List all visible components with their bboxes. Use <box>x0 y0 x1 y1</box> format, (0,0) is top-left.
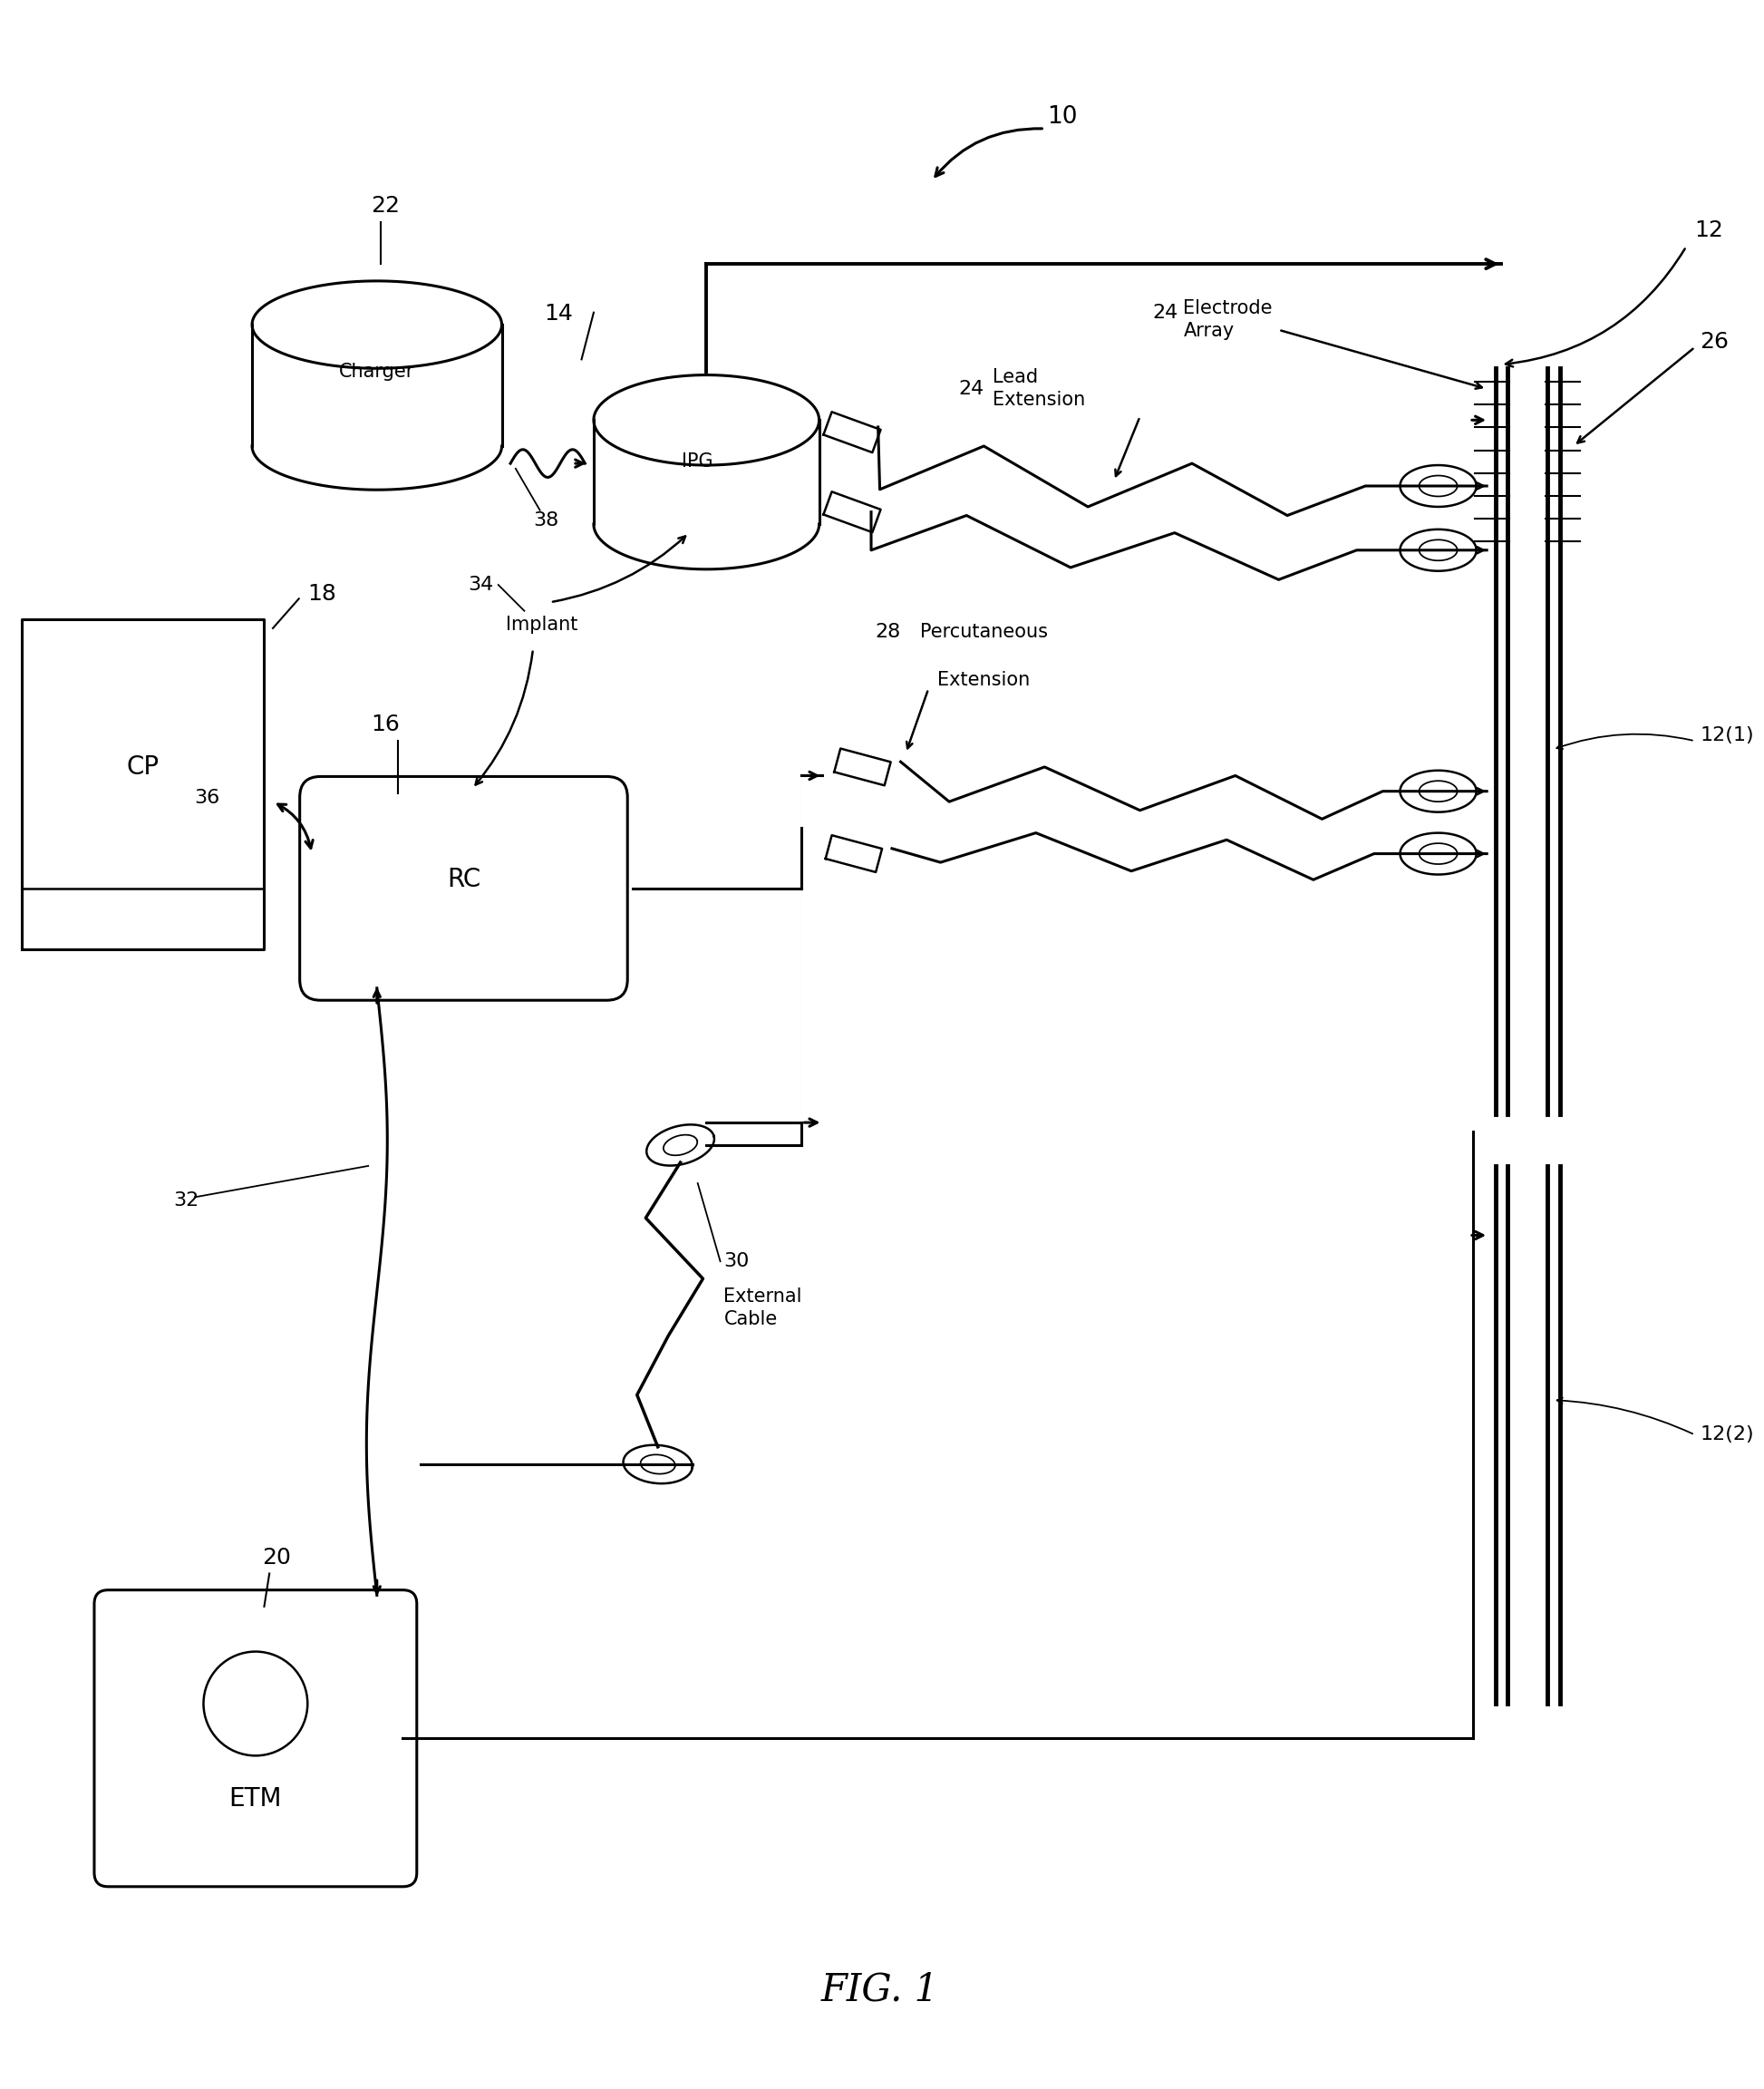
Text: 32: 32 <box>173 1191 199 1210</box>
Text: Implant: Implant <box>506 616 577 633</box>
Text: 10: 10 <box>1046 104 1078 127</box>
Text: 38: 38 <box>533 512 559 531</box>
Text: 22: 22 <box>370 196 400 217</box>
Text: 24: 24 <box>958 380 984 397</box>
Text: 12: 12 <box>1695 219 1723 242</box>
Text: Extension: Extension <box>937 671 1030 689</box>
Text: 28: 28 <box>875 623 901 641</box>
Text: 16: 16 <box>370 714 400 735</box>
Text: 12(2): 12(2) <box>1700 1425 1753 1443</box>
Text: 12(1): 12(1) <box>1700 727 1753 746</box>
Text: ETM: ETM <box>229 1786 282 1811</box>
Text: IPG: IPG <box>683 453 713 470</box>
Text: 36: 36 <box>194 790 220 806</box>
Text: CP: CP <box>127 754 159 779</box>
Text: Charger: Charger <box>339 361 415 380</box>
Text: External
Cable: External Cable <box>723 1287 803 1329</box>
Text: Electrode
Array: Electrode Array <box>1184 299 1272 341</box>
Text: 24: 24 <box>1152 303 1178 322</box>
Text: 18: 18 <box>307 583 337 604</box>
Text: 20: 20 <box>261 1546 291 1569</box>
Text: 14: 14 <box>545 303 573 324</box>
Text: 26: 26 <box>1700 332 1729 353</box>
Text: Percutaneous: Percutaneous <box>921 623 1048 641</box>
Text: FIG. 1: FIG. 1 <box>820 1970 938 2010</box>
Text: Lead
Extension: Lead Extension <box>993 368 1085 409</box>
Text: RC: RC <box>446 867 480 892</box>
Text: 34: 34 <box>467 577 494 593</box>
Text: 30: 30 <box>723 1251 750 1270</box>
